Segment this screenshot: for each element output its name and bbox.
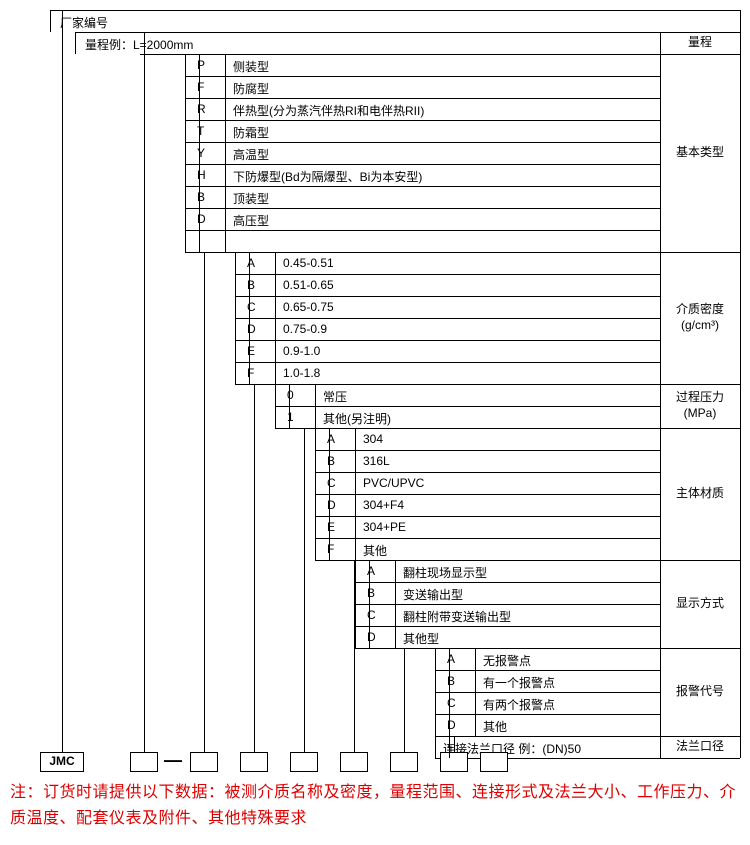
desc-cell: 其他型 (403, 630, 439, 647)
desc-cell: 有两个报警点 (483, 696, 555, 713)
desc-cell: 1.0-1.8 (283, 366, 320, 380)
desc-cell: 防腐型 (233, 80, 269, 97)
section-label: 显示方式 (660, 560, 740, 648)
desc-cell: 顶装型 (233, 190, 269, 207)
desc-cell: 0.9-1.0 (283, 344, 320, 358)
section-label: 报警代号 (660, 648, 740, 736)
desc-cell: 伴热型(分为蒸汽伴热RI和电伴热RII) (233, 102, 424, 119)
desc-cell: 下防爆型(Bd为隔爆型、Bi为本安型) (233, 168, 422, 185)
order-code-box (480, 752, 508, 772)
ordering-note: 注：订货时请提供以下数据：被测介质名称及密度，量程范围、连接形式及法兰大小、工作… (10, 780, 740, 831)
desc-cell: 翻柱附带变送输出型 (403, 608, 511, 625)
desc-cell: PVC/UPVC (363, 476, 424, 490)
desc-cell: 防霜型 (233, 124, 269, 141)
desc-cell: 高压型 (233, 212, 269, 229)
desc-cell: 翻柱现场显示型 (403, 564, 487, 581)
order-code-box (340, 752, 368, 772)
desc-cell: 变送输出型 (403, 586, 463, 603)
desc-cell: 0.75-0.9 (283, 322, 327, 336)
desc-cell: 304 (363, 432, 383, 446)
section-label: 法兰口径 (660, 736, 740, 758)
desc-cell: 侧装型 (233, 58, 269, 75)
desc-cell: 316L (363, 454, 390, 468)
code-cell: 1 (287, 410, 294, 424)
order-code-box (130, 752, 158, 772)
desc-cell: 其他 (363, 542, 387, 559)
order-code-box (240, 752, 268, 772)
section-label: 基本类型 (660, 54, 740, 252)
desc-cell: 无报警点 (483, 652, 531, 669)
order-code-box (190, 752, 218, 772)
order-code-box: JMC (40, 752, 84, 772)
section-label: 过程压力(MPa) (660, 384, 740, 428)
order-code-box (290, 752, 318, 772)
desc-cell: 高温型 (233, 146, 269, 163)
desc-cell: 其他 (483, 718, 507, 735)
desc-cell: 其他(另注明) (323, 410, 391, 427)
ordering-code-diagram: 厂家编号量程例：L=2000mm量程P侧装型F防腐型R伴热型(分为蒸汽伴热RI和… (10, 10, 740, 780)
desc-cell: 常压 (323, 388, 347, 405)
desc-cell: 0.65-0.75 (283, 300, 334, 314)
section-label: 主体材质 (660, 428, 740, 560)
desc-cell: 304+F4 (363, 498, 404, 512)
range-label: 量程 (660, 32, 740, 54)
section-label: 介质密度(g/cm³) (660, 252, 740, 384)
range-example: 量程例：L=2000mm (85, 36, 193, 53)
desc-cell: 0.51-0.65 (283, 278, 334, 292)
order-code-box (390, 752, 418, 772)
code-cell: 0 (287, 388, 294, 402)
order-code-box (440, 752, 468, 772)
desc-cell: 有一个报警点 (483, 674, 555, 691)
dash: — (164, 750, 182, 771)
desc-cell: 304+PE (363, 520, 406, 534)
manufacturer-label: 厂家编号 (60, 14, 108, 31)
desc-cell: 0.45-0.51 (283, 256, 334, 270)
